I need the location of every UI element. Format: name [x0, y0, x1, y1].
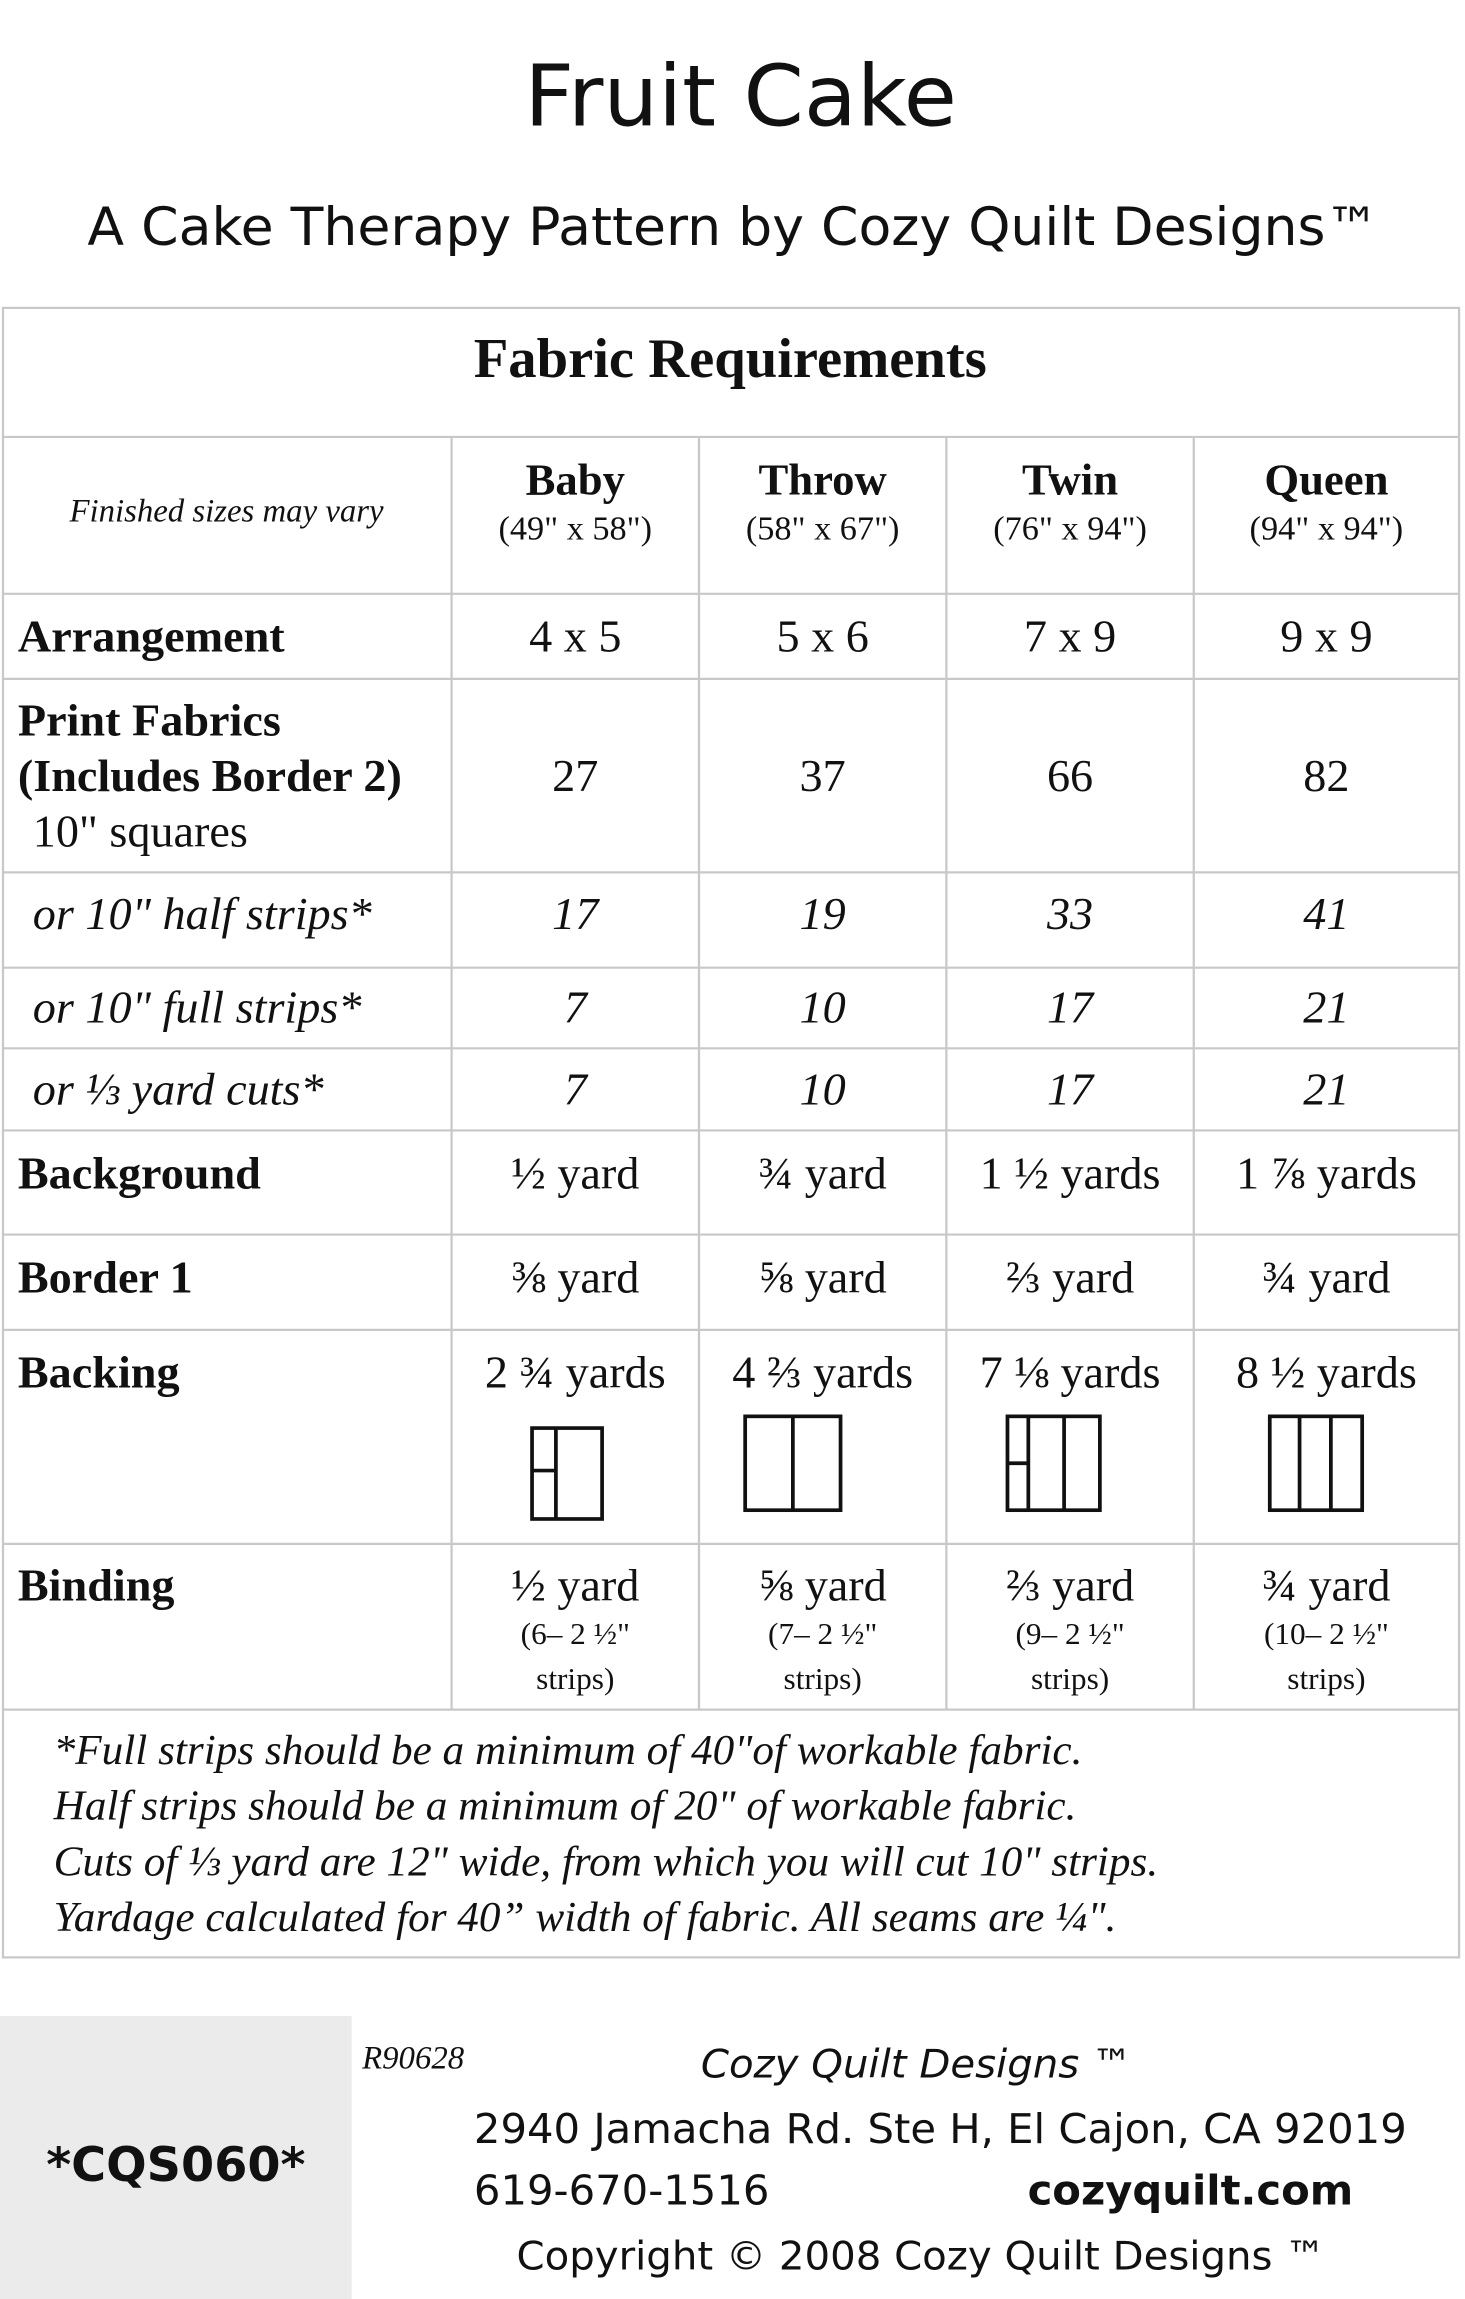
revision: R90628	[361, 2041, 464, 2077]
row-label: Print Fabrics	[18, 695, 281, 746]
cell: ¾ yard	[1262, 1560, 1390, 1611]
footnote: Cuts of ⅓ yard are 12" wide, from which …	[54, 1839, 1158, 1886]
cell: 37	[800, 750, 846, 801]
cell: 2 ¾ yards	[485, 1347, 666, 1398]
column-size: (49" x 58")	[498, 511, 652, 548]
product-code: *CQS060*	[46, 2138, 305, 2193]
cell: 27	[552, 750, 598, 801]
cell: ½ yard	[511, 1560, 639, 1611]
row-label: Arrangement	[18, 611, 286, 662]
cell: (6– 2 ½"	[521, 1616, 630, 1651]
cell: 21	[1303, 1064, 1349, 1115]
cell: (7– 2 ½"	[768, 1616, 877, 1651]
cell: (10– 2 ½"	[1264, 1616, 1389, 1651]
cell: 10	[800, 1064, 846, 1115]
cell: ⅝ yard	[759, 1560, 887, 1611]
footnote: Yardage calculated for 40” width of fabr…	[54, 1894, 1117, 1941]
row-label: or ⅓ yard cuts*	[33, 1064, 324, 1115]
backing-diagrams	[530, 1414, 1365, 1521]
column-size: (76" x 94")	[993, 511, 1147, 548]
cell: strips)	[536, 1661, 614, 1696]
column-name: Baby	[526, 455, 625, 505]
row-label: Border 1	[18, 1252, 193, 1303]
row-label: 10" squares	[33, 806, 248, 857]
cell: 7 ⅛ yards	[980, 1347, 1161, 1398]
cell: 66	[1047, 750, 1093, 801]
cell: 17	[1047, 982, 1095, 1033]
phone: 619-670-1516	[474, 2167, 769, 2215]
cell: strips)	[1031, 1661, 1109, 1696]
table-title: Fabric Requirements	[474, 328, 987, 389]
cell: 9 x 9	[1280, 611, 1372, 662]
cell: 82	[1303, 750, 1349, 801]
cell: ⅔ yard	[1006, 1560, 1134, 1611]
cell: 7	[564, 982, 589, 1033]
cell: (9– 2 ½"	[1015, 1616, 1124, 1651]
code-box	[0, 2016, 352, 2299]
cell: 7	[564, 1064, 589, 1115]
row-label: or 10" full strips*	[33, 982, 362, 1033]
row-label: Backing	[18, 1347, 180, 1398]
cell: 4 ⅔ yards	[732, 1347, 913, 1398]
row-label: (Includes Border 2)	[18, 750, 402, 801]
cell: 21	[1303, 982, 1349, 1033]
cell: ⅜ yard	[511, 1252, 639, 1303]
table-frame	[1, 306, 1461, 1959]
column-name: Twin	[1022, 455, 1118, 505]
cell: 7 x 9	[1024, 611, 1116, 662]
cell: 10	[800, 982, 846, 1033]
cell: 4 x 5	[529, 611, 621, 662]
address: 2940 Jamacha Rd. Ste H, El Cajon, CA 920…	[474, 2105, 1407, 2153]
row-label: Binding	[18, 1560, 175, 1611]
size-note: Finished sizes may vary	[68, 494, 384, 530]
cell: strips)	[784, 1661, 862, 1696]
cell: ¾ yard	[1262, 1252, 1390, 1303]
column-name: Queen	[1264, 455, 1388, 505]
cell: 1 ½ yards	[980, 1148, 1161, 1199]
copyright: Copyright © 2008 Cozy Quilt Designs ™	[517, 2234, 1326, 2280]
footnote: Half strips should be a minimum of 20" o…	[53, 1783, 1077, 1830]
cell: 33	[1046, 888, 1093, 939]
cell: strips)	[1287, 1661, 1365, 1696]
cell: 17	[1047, 1064, 1095, 1115]
cell: ⅝ yard	[759, 1252, 887, 1303]
cell: 5 x 6	[776, 611, 868, 662]
cell: 19	[800, 888, 846, 939]
column-size: (58" x 67")	[746, 511, 900, 548]
title: Fruit Cake	[524, 47, 957, 146]
cell: 1 ⅞ yards	[1236, 1148, 1417, 1199]
column-name: Throw	[759, 455, 887, 505]
cell: ⅔ yard	[1006, 1252, 1134, 1303]
cell: 8 ½ yards	[1236, 1347, 1417, 1398]
cell: 41	[1303, 888, 1349, 939]
cell: 17	[552, 888, 600, 939]
company: Cozy Quilt Designs ™	[701, 2042, 1132, 2088]
column-size: (94" x 94")	[1250, 511, 1404, 548]
cell: ½ yard	[511, 1148, 639, 1199]
subtitle: A Cake Therapy Pattern by Cozy Quilt Des…	[87, 197, 1379, 258]
cell: ¾ yard	[759, 1148, 887, 1199]
footnote: *Full strips should be a minimum of 40"o…	[54, 1727, 1083, 1774]
row-label: or 10" half strips*	[33, 888, 372, 939]
row-label: Background	[18, 1148, 261, 1199]
website[interactable]: cozyquilt.com	[1028, 2167, 1354, 2215]
